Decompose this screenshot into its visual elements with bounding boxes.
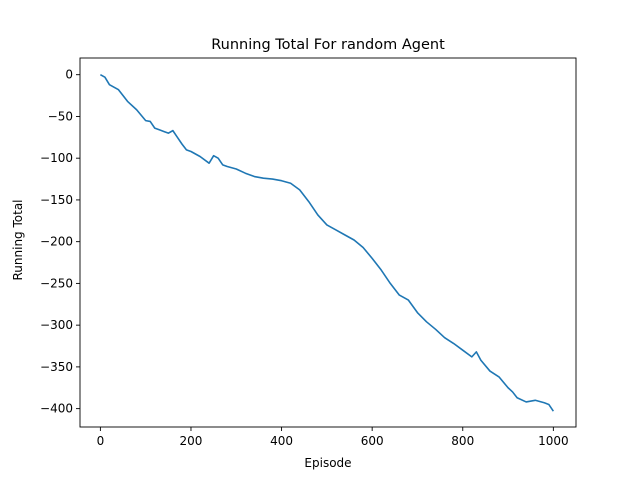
y-tick-label--200: −200: [40, 235, 73, 249]
plot-area: 0 200 400 600 800 1000 0 −50 −100 −150 −200 −250 −30…: [40, 57, 577, 448]
x-axis-label: Episode: [304, 456, 351, 470]
y-tick-label--350: −350: [40, 360, 73, 374]
x-tick-label-400: 400: [270, 434, 293, 448]
y-tick-label--50: −50: [48, 109, 73, 123]
series-line-0: [99, 73, 555, 412]
y-tick-label--150: −150: [40, 193, 73, 207]
chart-title: Running Total For random Agent: [211, 37, 445, 53]
y-tick-label--400: −400: [40, 402, 73, 416]
y-axis-label: Running Total: [11, 199, 25, 280]
x-tick-label-600: 600: [361, 434, 384, 448]
plot-frame: [79, 57, 577, 428]
y-tick-label-0: 0: [65, 68, 73, 82]
y-tick-label--100: −100: [40, 151, 73, 165]
x-tick-label-200: 200: [180, 434, 203, 448]
x-tick-label-800: 800: [451, 434, 474, 448]
x-tick-label-0: 0: [97, 434, 105, 448]
x-tick-label-1000: 1000: [538, 434, 569, 448]
y-tick-label--250: −250: [40, 276, 73, 290]
y-tick-label--300: −300: [40, 318, 73, 332]
